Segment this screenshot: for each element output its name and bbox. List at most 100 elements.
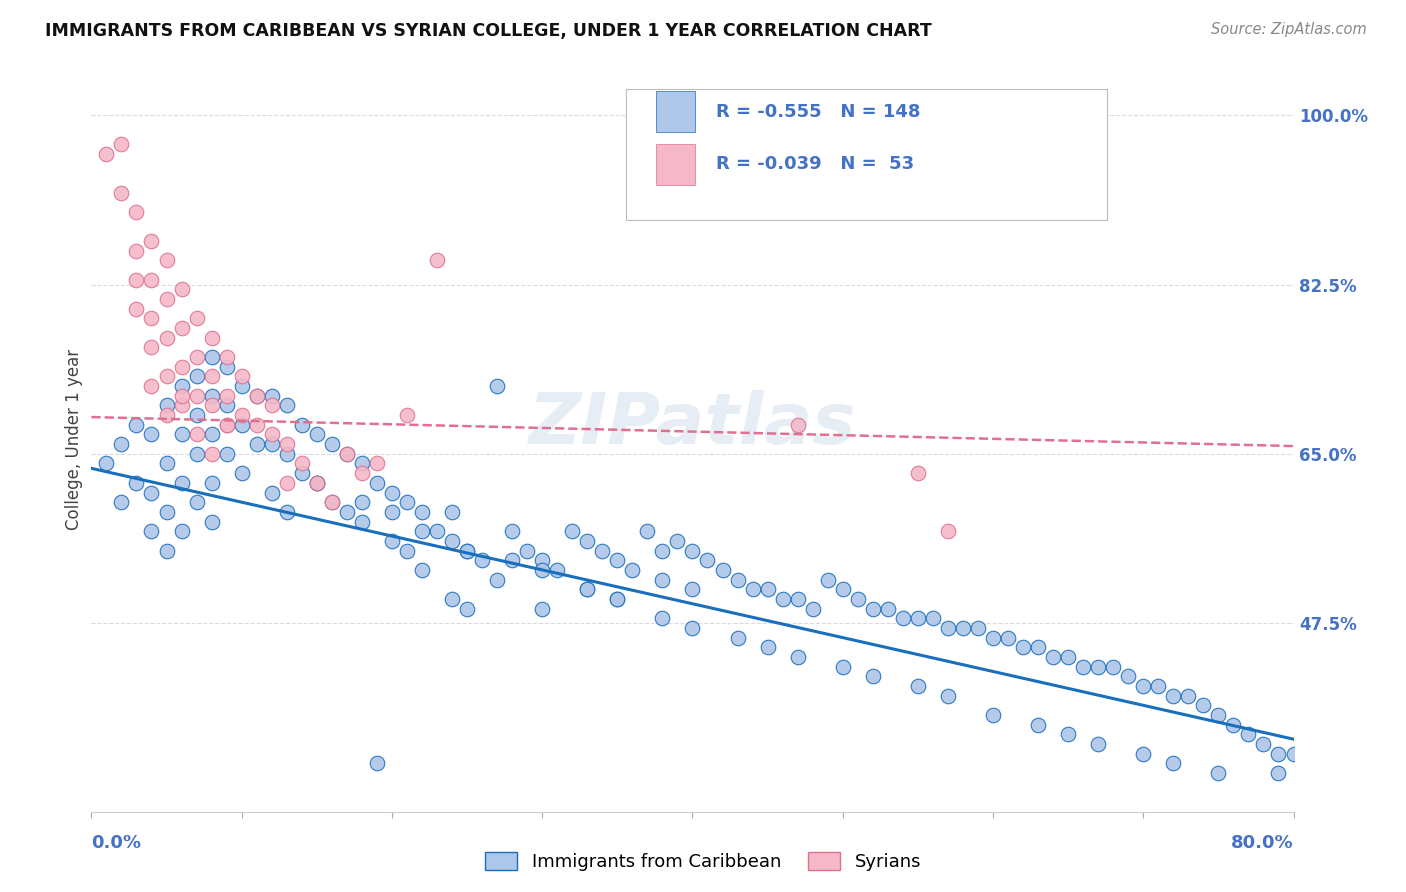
- Point: [1192, 698, 1215, 713]
- Point: [276, 475, 298, 490]
- Point: [186, 447, 208, 461]
- Point: [907, 611, 929, 625]
- Point: [501, 553, 523, 567]
- Point: [305, 475, 328, 490]
- Point: [170, 524, 193, 539]
- Point: [817, 573, 839, 587]
- Point: [426, 524, 449, 539]
- Point: [516, 543, 538, 558]
- Point: [1208, 766, 1230, 780]
- FancyBboxPatch shape: [626, 89, 1107, 219]
- Point: [1012, 640, 1035, 655]
- Point: [141, 340, 163, 354]
- Point: [231, 408, 253, 422]
- Point: [727, 573, 749, 587]
- Point: [681, 582, 703, 597]
- Point: [1132, 747, 1154, 761]
- Point: [936, 689, 959, 703]
- Point: [201, 350, 224, 364]
- Point: [155, 369, 177, 384]
- Point: [501, 524, 523, 539]
- Point: [155, 253, 177, 268]
- Point: [651, 573, 673, 587]
- Point: [486, 573, 509, 587]
- Point: [336, 447, 359, 461]
- Point: [1042, 649, 1064, 664]
- Point: [215, 359, 238, 374]
- Point: [1026, 717, 1049, 731]
- Point: [696, 553, 718, 567]
- Point: [486, 379, 509, 393]
- Point: [936, 621, 959, 635]
- Point: [1147, 679, 1170, 693]
- Point: [186, 408, 208, 422]
- Point: [155, 292, 177, 306]
- Point: [321, 495, 343, 509]
- Point: [952, 621, 974, 635]
- Point: [96, 147, 118, 161]
- Point: [1161, 689, 1184, 703]
- Text: 0.0%: 0.0%: [91, 834, 142, 852]
- Point: [321, 437, 343, 451]
- Point: [922, 611, 945, 625]
- Point: [291, 417, 314, 432]
- Point: [1026, 640, 1049, 655]
- Point: [260, 437, 283, 451]
- Point: [350, 515, 373, 529]
- Point: [246, 389, 269, 403]
- Point: [456, 543, 478, 558]
- Point: [967, 621, 990, 635]
- Point: [606, 591, 628, 606]
- Point: [155, 408, 177, 422]
- Point: [756, 582, 779, 597]
- Point: [186, 495, 208, 509]
- Point: [591, 543, 613, 558]
- Point: [1177, 689, 1199, 703]
- Point: [96, 457, 118, 471]
- Point: [606, 591, 628, 606]
- Point: [366, 457, 388, 471]
- Point: [411, 563, 433, 577]
- Point: [215, 417, 238, 432]
- Point: [215, 389, 238, 403]
- Point: [997, 631, 1019, 645]
- Point: [155, 457, 177, 471]
- Point: [891, 611, 914, 625]
- Point: [1161, 756, 1184, 771]
- Point: [1087, 659, 1109, 673]
- Point: [350, 466, 373, 480]
- Point: [786, 417, 808, 432]
- Point: [201, 427, 224, 442]
- Point: [141, 311, 163, 326]
- Point: [1282, 747, 1305, 761]
- Point: [110, 437, 132, 451]
- Point: [621, 563, 644, 577]
- Point: [155, 505, 177, 519]
- Point: [201, 399, 224, 413]
- Point: [186, 311, 208, 326]
- Point: [291, 457, 314, 471]
- Point: [1116, 669, 1139, 683]
- Point: [170, 282, 193, 296]
- Point: [381, 505, 404, 519]
- Point: [321, 495, 343, 509]
- Point: [711, 563, 734, 577]
- Point: [155, 543, 177, 558]
- Point: [246, 437, 269, 451]
- Point: [831, 582, 853, 597]
- Point: [215, 447, 238, 461]
- Point: [1253, 737, 1275, 751]
- Point: [756, 640, 779, 655]
- Point: [125, 273, 148, 287]
- Point: [366, 475, 388, 490]
- Point: [576, 582, 599, 597]
- Point: [456, 601, 478, 615]
- Point: [231, 379, 253, 393]
- Point: [141, 273, 163, 287]
- Point: [576, 533, 599, 548]
- Point: [125, 244, 148, 258]
- Point: [366, 756, 388, 771]
- Point: [186, 389, 208, 403]
- Point: [260, 485, 283, 500]
- Point: [201, 475, 224, 490]
